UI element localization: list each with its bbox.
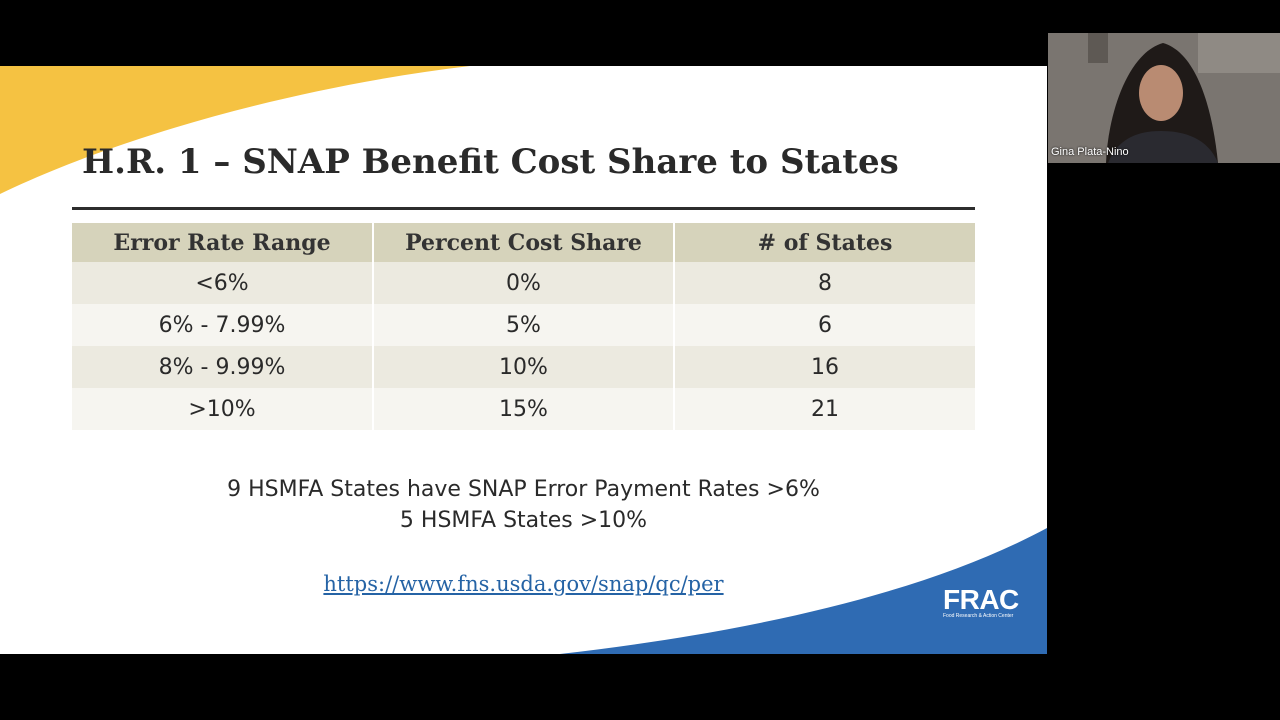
note-error-rates: 9 HSMFA States have SNAP Error Payment R… [227, 477, 820, 502]
table-cell: 0% [373, 262, 675, 304]
slide-decoration [0, 66, 1047, 654]
note-states-over-10: 5 HSMFA States >10% [399, 508, 648, 533]
participant-name-label: Gina Plata-Nino [1051, 146, 1129, 158]
slide-title: H.R. 1 – SNAP Benefit Cost Share to Stat… [82, 142, 899, 182]
column-header: # of States [674, 223, 975, 262]
table-cell: 16 [674, 346, 975, 388]
table-cell: 21 [674, 388, 975, 430]
table-cell: 5% [373, 304, 675, 346]
table-cell: 8% - 9.99% [72, 346, 374, 388]
table-cell: 6 [674, 304, 975, 346]
table-header-row: Error Rate Range Percent Cost Share # of… [72, 223, 975, 262]
title-divider [72, 207, 975, 210]
column-header: Error Rate Range [72, 223, 374, 262]
frac-logo: FRAC [943, 584, 1019, 615]
table-cell: 8 [674, 262, 975, 304]
source-link[interactable]: https://www.fns.usda.gov/snap/qc/per [323, 572, 724, 596]
table-row: 6% - 7.99% 5% 6 [72, 304, 975, 346]
table-cell: <6% [72, 262, 374, 304]
table-row: <6% 0% 8 [72, 262, 975, 304]
presentation-slide: H.R. 1 – SNAP Benefit Cost Share to Stat… [0, 66, 1047, 654]
table-cell: 15% [373, 388, 675, 430]
blue-swoosh [560, 528, 1047, 654]
frac-tagline: Food Research & Action Center [943, 613, 1014, 619]
yellow-swoosh [0, 66, 470, 194]
table-cell: 6% - 7.99% [72, 304, 374, 346]
table-row: >10% 15% 21 [72, 388, 975, 430]
cost-share-table: Error Rate Range Percent Cost Share # of… [72, 223, 975, 430]
table-cell: 10% [373, 346, 675, 388]
table-cell: >10% [72, 388, 374, 430]
participant-video-tile[interactable]: Gina Plata-Nino [1048, 33, 1280, 163]
column-header: Percent Cost Share [373, 223, 675, 262]
table-row: 8% - 9.99% 10% 16 [72, 346, 975, 388]
participant-video-feed [1048, 33, 1280, 163]
